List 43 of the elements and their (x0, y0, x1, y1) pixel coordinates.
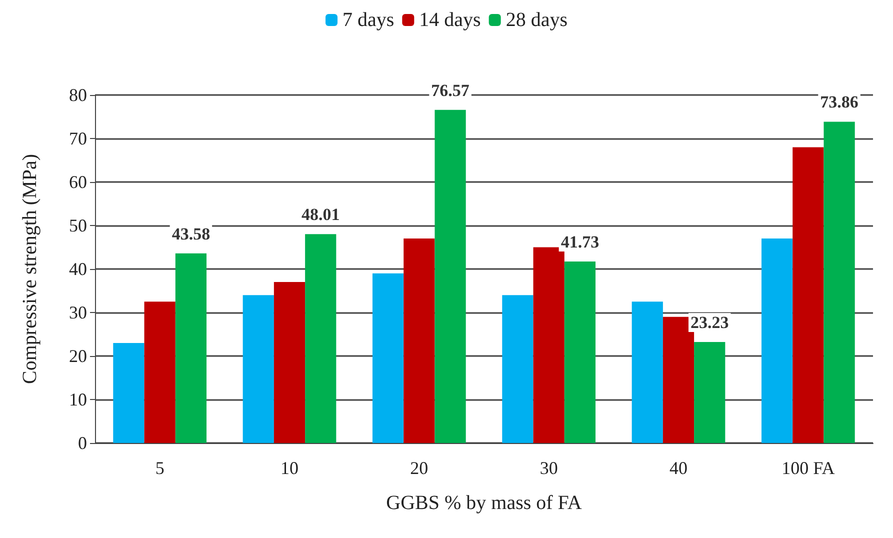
y-tick-label: 50 (69, 216, 87, 236)
bar (502, 295, 534, 443)
y-tick-label: 20 (69, 346, 87, 366)
bar (564, 261, 596, 443)
bar (824, 122, 855, 443)
bar (632, 302, 663, 443)
data-label: 48.01 (301, 205, 340, 224)
bar (175, 253, 207, 443)
bar (761, 238, 793, 443)
data-label: 43.58 (172, 224, 210, 244)
bar (305, 234, 336, 443)
x-tick-label: 20 (410, 458, 428, 478)
bar (434, 110, 466, 443)
y-tick-label: 70 (69, 128, 87, 148)
x-tick-label: 30 (540, 458, 558, 478)
bar (372, 273, 404, 443)
y-tick-label: 60 (69, 172, 87, 192)
y-tick-label: 0 (78, 433, 87, 453)
bar (274, 282, 306, 443)
bar (242, 295, 274, 443)
data-label: 23.23 (690, 312, 729, 332)
y-axis-title: Compressive strength (MPa) (19, 154, 41, 384)
bar (694, 342, 726, 443)
legend-label: 7 days (342, 9, 394, 31)
x-axis-title: GGBS % by mass of FA (386, 492, 582, 514)
bar (113, 342, 144, 443)
bar (404, 238, 435, 443)
data-label: 73.86 (820, 92, 858, 112)
y-tick-label: 10 (69, 390, 87, 410)
data-label: 76.57 (431, 80, 470, 100)
y-tick-label: 80 (69, 85, 87, 105)
x-tick-label: 100 FA (782, 458, 835, 478)
legend-label: 14 days (419, 9, 482, 31)
y-tick-label: 30 (69, 302, 87, 322)
legend-label: 28 days (506, 9, 568, 31)
x-tick-label: 10 (280, 458, 298, 478)
bar (533, 247, 564, 443)
x-tick-label: 5 (155, 458, 164, 478)
x-tick-label: 40 (670, 458, 688, 478)
bar (144, 302, 176, 443)
data-label: 41.73 (560, 232, 600, 252)
y-tick-label: 40 (69, 259, 87, 279)
bar (792, 147, 824, 443)
